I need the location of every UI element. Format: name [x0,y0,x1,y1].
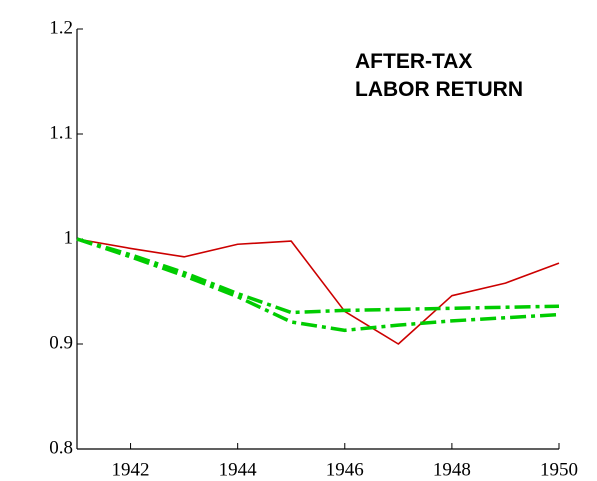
data-line [76,238,560,345]
x-tick-label: 1942 [112,459,150,480]
chart-title: AFTER-TAX [355,50,472,73]
y-tick-label: 1.2 [49,17,73,38]
x-tick-label: 1944 [219,459,258,480]
y-tick-label: 0.8 [49,437,73,458]
y-tick-label: 1 [64,227,74,248]
x-tick-label: 1946 [326,459,364,480]
x-tick-label: 1950 [540,459,578,480]
data-line [76,237,560,333]
y-tick-label: 1.1 [49,122,73,143]
x-tick-label: 1948 [433,459,471,480]
y-tick-label: 0.9 [49,332,73,353]
data-line [76,237,560,315]
chart-title: LABOR RETURN [355,78,523,101]
